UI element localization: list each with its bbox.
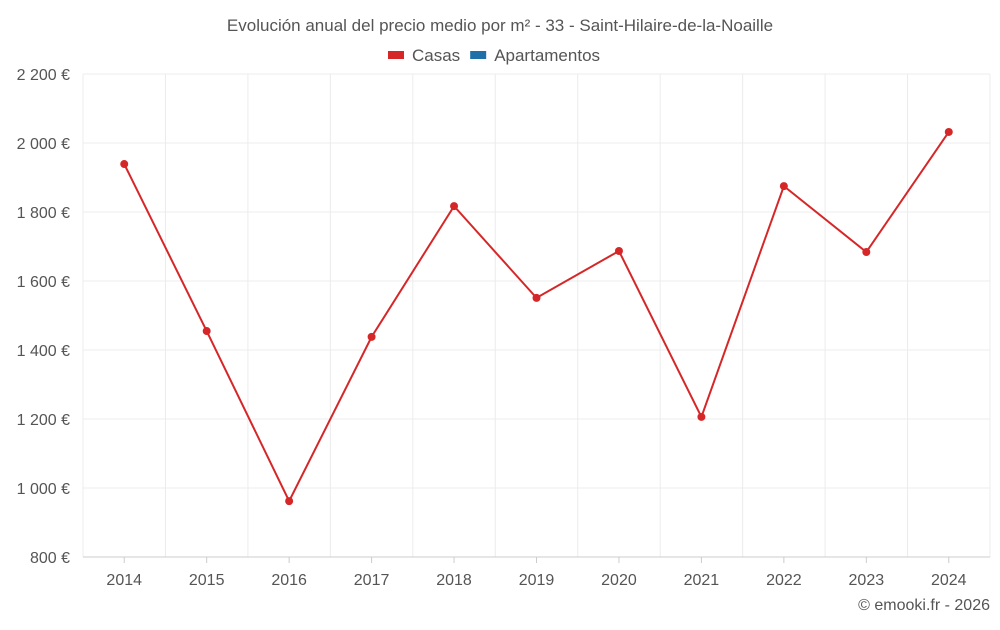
x-tick-label: 2014 <box>106 572 142 589</box>
y-tick-label: 1 600 € <box>17 274 70 291</box>
x-tick-label: 2022 <box>766 572 802 589</box>
y-tick-label: 2 200 € <box>17 67 70 84</box>
x-tick-label: 2020 <box>601 572 637 589</box>
legend: Casas Apartamentos <box>388 46 600 65</box>
legend-item-apartamentos[interactable]: Apartamentos <box>470 46 600 65</box>
y-tick-label: 2 000 € <box>17 136 70 153</box>
data-point[interactable] <box>944 127 953 136</box>
x-tick-label: 2017 <box>354 572 390 589</box>
x-tick-label: 2015 <box>189 572 225 589</box>
legend-item-casas[interactable]: Casas <box>388 46 460 65</box>
chart-title: Evolución anual del precio medio por m² … <box>227 16 773 35</box>
y-tick-label: 1 800 € <box>17 205 70 222</box>
data-point[interactable] <box>614 246 623 255</box>
x-tick-label: 2023 <box>849 572 885 589</box>
x-tick-label: 2024 <box>931 572 967 589</box>
data-point[interactable] <box>450 202 459 211</box>
legend-swatch <box>388 51 404 59</box>
y-tick-label: 1 000 € <box>17 481 70 498</box>
y-tick-label: 1 400 € <box>17 343 70 360</box>
data-point[interactable] <box>120 160 129 169</box>
data-point[interactable] <box>862 248 871 257</box>
x-tick-label: 2021 <box>684 572 720 589</box>
x-tick-label: 2016 <box>271 572 307 589</box>
legend-swatch <box>470 51 487 59</box>
data-point[interactable] <box>202 327 211 336</box>
legend-label: Casas <box>412 46 460 65</box>
y-tick-label: 800 € <box>30 550 70 567</box>
data-point[interactable] <box>697 412 706 421</box>
legend-label: Apartamentos <box>494 46 600 65</box>
data-point[interactable] <box>779 182 788 191</box>
y-tick-label: 1 200 € <box>17 412 70 429</box>
x-tick-label: 2018 <box>436 572 472 589</box>
credit: © emooki.fr - 2026 <box>858 597 990 614</box>
data-point[interactable] <box>367 332 376 341</box>
data-point[interactable] <box>532 293 541 302</box>
x-tick-label: 2019 <box>519 572 555 589</box>
data-point[interactable] <box>285 497 294 506</box>
